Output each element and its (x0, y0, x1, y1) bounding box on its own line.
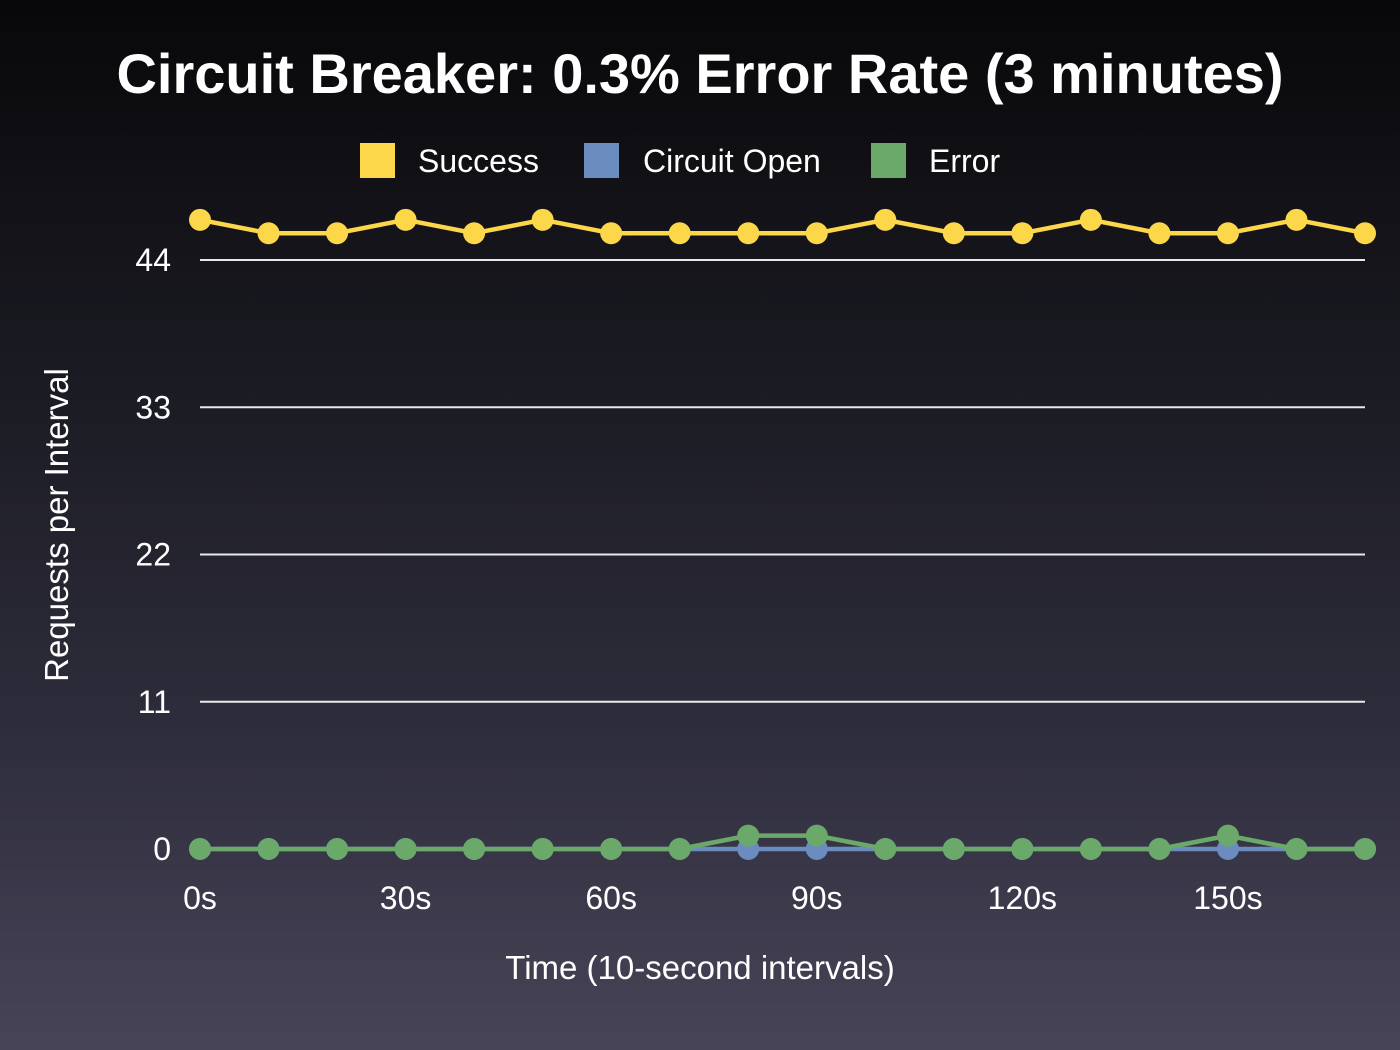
legend-item-success: Success (360, 143, 539, 179)
data-point-error (1285, 838, 1308, 860)
legend-label-circuit-open: Circuit Open (643, 143, 821, 179)
legend-item-error: Error (871, 143, 1000, 179)
data-point-success (257, 222, 280, 245)
legend-label-success: Success (418, 143, 539, 179)
data-point-error (531, 838, 554, 860)
data-point-success (326, 222, 349, 245)
data-point-success (1354, 222, 1376, 245)
data-point-success (737, 222, 760, 245)
data-point-error (257, 838, 280, 860)
data-point-success (531, 208, 554, 231)
data-point-success (668, 222, 691, 245)
y-tick-label: 0 (153, 831, 171, 867)
data-point-error (1079, 838, 1102, 860)
data-point-success (1148, 222, 1171, 245)
x-tick-label: 60s (585, 880, 637, 916)
series-success (189, 208, 1376, 245)
y-tick-label: 22 (135, 537, 171, 573)
x-tick-label: 30s (380, 880, 432, 916)
x-axis-ticks: 0s 30s 60s 90s 120s 150s (183, 880, 1263, 916)
legend: Success Circuit Open Error (360, 143, 1000, 179)
data-point-error (668, 838, 691, 860)
data-point-success (1079, 208, 1102, 231)
legend-swatch-circuit-open (584, 143, 619, 178)
series-error (189, 824, 1376, 860)
y-tick-label: 11 (138, 684, 171, 720)
data-point-success (805, 222, 828, 245)
gridlines (200, 259, 1365, 703)
y-axis-label: Requests per Interval (38, 368, 75, 682)
data-point-success (1285, 208, 1308, 231)
data-point-error (394, 838, 417, 860)
data-point-success (463, 222, 486, 245)
x-tick-label: 0s (183, 880, 217, 916)
data-point-error (1148, 838, 1171, 860)
data-point-error (189, 838, 211, 860)
data-point-error (874, 838, 897, 860)
legend-item-circuit-open: Circuit Open (584, 143, 821, 179)
data-point-error (600, 838, 623, 860)
data-point-success (874, 208, 897, 231)
series-layer (189, 208, 1376, 860)
data-point-success (942, 222, 965, 245)
series-line-error (200, 833, 1365, 852)
legend-swatch-success (360, 143, 395, 178)
x-tick-label: 120s (988, 880, 1057, 916)
legend-label-error: Error (929, 143, 1000, 179)
x-tick-label: 90s (791, 880, 843, 916)
legend-swatch-error (871, 143, 906, 178)
x-axis-label: Time (10-second intervals) (505, 949, 894, 986)
data-point-error (805, 824, 828, 847)
data-point-error (1216, 824, 1239, 847)
y-axis-ticks: 0 11 22 33 44 (135, 242, 171, 867)
data-point-error (463, 838, 486, 860)
y-tick-label: 33 (135, 389, 171, 425)
data-point-error (326, 838, 349, 860)
x-tick-label: 150s (1193, 880, 1262, 916)
data-point-success (1216, 222, 1239, 245)
data-point-success (394, 208, 417, 231)
series-line-success (199, 217, 1366, 236)
chart-title: Circuit Breaker: 0.3% Error Rate (3 minu… (116, 42, 1283, 105)
data-point-success (1011, 222, 1034, 245)
data-point-success (600, 222, 623, 245)
data-point-success (189, 208, 211, 231)
data-point-error (942, 838, 965, 860)
data-point-error (1011, 838, 1034, 860)
data-point-error (737, 824, 760, 847)
y-tick-label: 44 (135, 242, 171, 278)
data-point-error (1354, 838, 1376, 860)
